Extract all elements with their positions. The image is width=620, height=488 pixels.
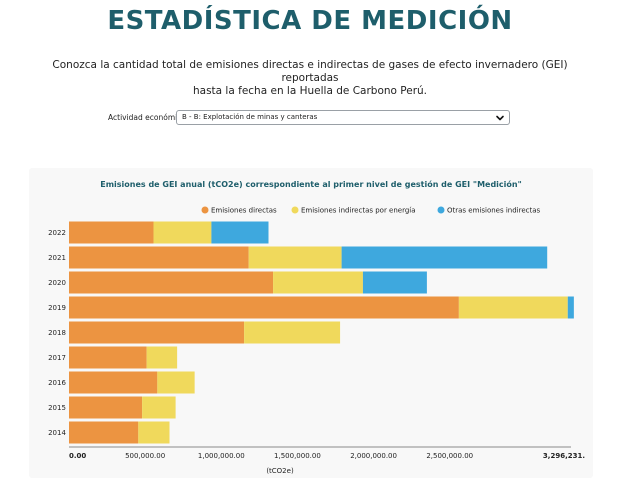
y-tick-2021: 2021 xyxy=(48,254,66,262)
bar-2021-emisiones-directas[interactable] xyxy=(69,246,249,269)
legend-label-emisiones-directas[interactable]: Emisiones directas xyxy=(211,207,277,215)
x-tick-2: 1,000,000.00 xyxy=(198,452,245,460)
y-tick-2016: 2016 xyxy=(48,379,66,387)
chart-bars xyxy=(69,221,574,444)
y-tick-2015: 2015 xyxy=(48,404,66,412)
page-title: ESTADÍSTICA DE MEDICIÓN xyxy=(107,6,513,36)
chart-title: Emisiones de GEI anual (tCO2e) correspon… xyxy=(100,179,522,189)
x-tick-1: 500,000.00 xyxy=(125,452,165,460)
bar-2022-otras-emisiones-indirectas[interactable] xyxy=(211,221,269,244)
bar-2021-emisiones-indirectas-por-energia[interactable] xyxy=(248,246,342,269)
x-tick-3: 1,500,000.00 xyxy=(274,452,321,460)
x-tick-6: 3,296,231. xyxy=(543,452,585,460)
activity-select-value: B - B: Explotación de minas y canteras xyxy=(182,113,318,121)
activity-select[interactable]: B - B: Explotación de minas y canteras xyxy=(176,110,510,125)
legend-marker-emisiones-indirectas-por-energia[interactable] xyxy=(291,206,299,214)
activity-filter-label: Actividad económica xyxy=(108,113,186,122)
y-tick-2019: 2019 xyxy=(48,304,66,312)
chevron-down-icon xyxy=(496,115,504,121)
bar-2020-otras-emisiones-indirectas[interactable] xyxy=(362,271,427,294)
y-tick-2014: 2014 xyxy=(48,429,66,437)
intro-line-2: hasta la fecha en la Huella de Carbono P… xyxy=(192,85,428,97)
y-tick-2022: 2022 xyxy=(48,229,66,237)
bar-2020-emisiones-directas[interactable] xyxy=(69,271,274,294)
bar-2022-emisiones-directas[interactable] xyxy=(69,221,154,244)
y-tick-2018: 2018 xyxy=(48,329,66,337)
chart-legend: Emisiones directas Emisiones indirectas p… xyxy=(201,206,541,215)
bar-2020-emisiones-indirectas-por-energia[interactable] xyxy=(273,271,363,294)
y-tick-2020: 2020 xyxy=(48,279,66,287)
bar-2017-emisiones-directas[interactable] xyxy=(69,346,147,369)
x-axis-title: (tCO2e) xyxy=(266,467,294,475)
legend-marker-emisiones-directas[interactable] xyxy=(201,206,209,214)
x-tick-0: 0.00 xyxy=(69,452,86,460)
bar-2019-emisiones-indirectas-por-energia[interactable] xyxy=(458,296,568,319)
x-tick-5: 2,500,000.00 xyxy=(426,452,473,460)
bar-2017-emisiones-indirectas-por-energia[interactable] xyxy=(146,346,178,369)
emissions-chart: Emisiones de GEI anual (tCO2e) correspon… xyxy=(48,179,585,475)
legend-label-otras-emisiones-indirectas[interactable]: Otras emisiones indirectas xyxy=(447,207,541,215)
bar-2019-otras-emisiones-indirectas[interactable] xyxy=(567,296,574,319)
legend-label-emisiones-indirectas-por-energia[interactable]: Emisiones indirectas por energía xyxy=(301,207,416,215)
legend-marker-otras-emisiones-indirectas[interactable] xyxy=(437,206,445,214)
bar-2016-emisiones-directas[interactable] xyxy=(69,371,158,394)
intro-line-1: Conozca la cantidad total de emisiones d… xyxy=(52,59,568,84)
x-axis-ticks: 0.00 500,000.00 1,000,000.00 1,500,000.00 2,… xyxy=(69,452,585,460)
bar-2014-emisiones-indirectas-por-energia[interactable] xyxy=(138,421,170,444)
x-tick-4: 2,000,000.00 xyxy=(350,452,397,460)
bar-2015-emisiones-indirectas-por-energia[interactable] xyxy=(142,396,176,419)
bar-2014-emisiones-directas[interactable] xyxy=(69,421,139,444)
chart-panel: Emisiones de GEI anual (tCO2e) correspon… xyxy=(29,168,593,478)
bar-2018-emisiones-indirectas-por-energia[interactable] xyxy=(244,321,341,344)
y-tick-2017: 2017 xyxy=(48,354,66,362)
bar-2015-emisiones-directas[interactable] xyxy=(69,396,143,419)
intro-text: Conozca la cantidad total de emisiones d… xyxy=(40,59,580,98)
y-axis-labels: 2022 2021 2020 2019 2018 2017 2016 2015 2014 xyxy=(48,229,66,437)
bar-2018-emisiones-directas[interactable] xyxy=(69,321,245,344)
bar-2021-otras-emisiones-indirectas[interactable] xyxy=(341,246,548,269)
bar-2016-emisiones-indirectas-por-energia[interactable] xyxy=(157,371,195,394)
bar-2019-emisiones-directas[interactable] xyxy=(69,296,459,319)
bar-2022-emisiones-indirectas-por-energia[interactable] xyxy=(153,221,212,244)
